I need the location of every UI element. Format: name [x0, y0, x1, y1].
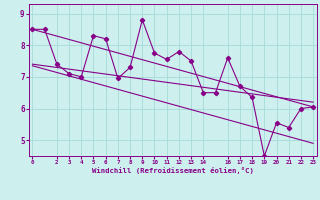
X-axis label: Windchill (Refroidissement éolien,°C): Windchill (Refroidissement éolien,°C)	[92, 167, 254, 174]
